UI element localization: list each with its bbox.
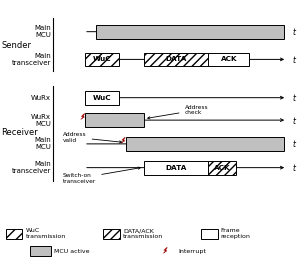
Text: t: t (292, 164, 296, 173)
Text: WuC: WuC (93, 95, 111, 101)
Text: WuC
transmission: WuC transmission (26, 228, 66, 239)
Polygon shape (163, 248, 167, 253)
Text: t: t (292, 117, 296, 126)
Text: t: t (292, 56, 296, 65)
Bar (96, 25, 284, 39)
Bar (85, 53, 118, 66)
Bar (208, 161, 236, 175)
Text: Main
MCU: Main MCU (34, 137, 51, 150)
Text: Address
valid: Address valid (63, 132, 122, 143)
Text: Main
transceiver: Main transceiver (12, 161, 51, 174)
Text: WuRx
MCU: WuRx MCU (31, 114, 51, 127)
Text: Frame
reception: Frame reception (220, 228, 250, 239)
Text: WuRx: WuRx (31, 95, 51, 101)
Text: t: t (292, 140, 296, 149)
Text: Sender: Sender (2, 41, 31, 50)
Text: WuC: WuC (93, 56, 111, 62)
Bar (30, 246, 52, 256)
Text: t: t (292, 94, 296, 103)
Text: ACK: ACK (220, 56, 237, 62)
Bar (144, 161, 208, 175)
Text: Address
check: Address check (148, 105, 208, 119)
Text: MCU active: MCU active (55, 249, 90, 254)
Text: ACK: ACK (214, 165, 230, 171)
Text: DATA: DATA (166, 56, 187, 62)
Bar (126, 137, 284, 151)
Text: Interrupt: Interrupt (178, 249, 206, 254)
Bar (208, 53, 249, 66)
Text: Switch-on
transceiver: Switch-on transceiver (63, 167, 140, 183)
Text: Main
transceiver: Main transceiver (12, 53, 51, 66)
Bar (144, 53, 208, 66)
Text: Receiver: Receiver (2, 128, 38, 137)
Text: DATA: DATA (166, 165, 187, 171)
Polygon shape (81, 114, 85, 120)
Text: DATA/ACK
transmission: DATA/ACK transmission (123, 228, 163, 239)
Bar (103, 229, 120, 239)
Bar (85, 91, 118, 105)
Bar (201, 229, 217, 239)
Bar (85, 113, 144, 127)
Bar (6, 229, 22, 239)
Text: Main
MCU: Main MCU (34, 25, 51, 38)
Text: t: t (292, 28, 296, 37)
Polygon shape (121, 138, 125, 143)
